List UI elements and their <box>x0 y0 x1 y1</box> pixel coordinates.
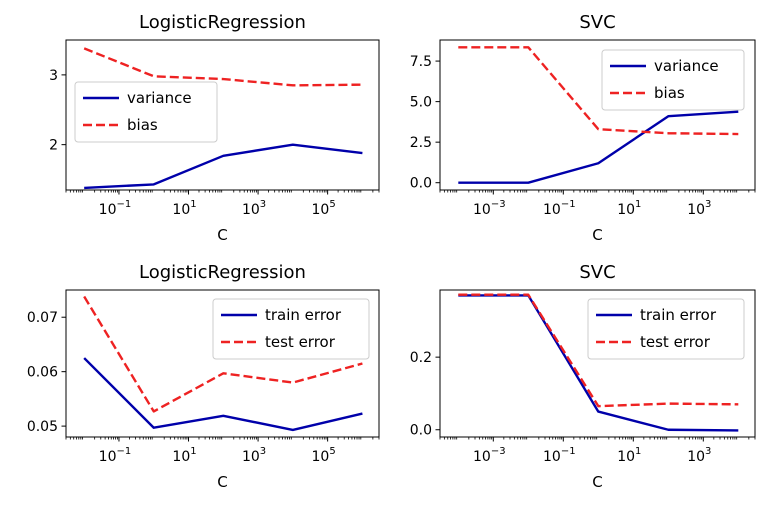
legend-label: variance <box>654 57 719 75</box>
plot-frame <box>439 39 756 191</box>
x-tick-label: 10−3 <box>473 199 506 218</box>
series-line-bias <box>83 47 363 87</box>
x-tick-label: 10−1 <box>543 199 576 218</box>
chart-title: LogisticRegression <box>139 12 306 33</box>
legend-label: train error <box>640 306 717 324</box>
x-tick-label: 105 <box>312 446 336 465</box>
y-tick-label: 0.05 <box>27 419 58 435</box>
legend-label: variance <box>127 89 192 107</box>
x-tick-label: 103 <box>687 446 711 465</box>
y-tick-label: 0.07 <box>27 310 58 326</box>
x-tick-label: 101 <box>172 199 196 218</box>
legend-label: train error <box>265 306 342 324</box>
legend-label: test error <box>640 333 711 351</box>
x-tick-label: 105 <box>312 199 336 218</box>
plot-frame <box>65 39 380 191</box>
x-axis-label: C <box>217 226 227 244</box>
x-tick-label: 101 <box>617 446 641 465</box>
plot-frame <box>439 289 756 438</box>
y-tick-label: 0.0 <box>410 176 432 192</box>
legend: train error test error <box>587 298 745 360</box>
y-tick-label: 3 <box>49 68 58 84</box>
y-tick-label: 2 <box>49 138 58 154</box>
x-tick-label: 101 <box>617 199 641 218</box>
legend-label: test error <box>265 333 336 351</box>
x-tick-label: 103 <box>242 199 266 218</box>
x-tick-label: 101 <box>172 446 196 465</box>
x-tick-label: 103 <box>687 199 711 218</box>
x-axis-label: C <box>217 473 227 491</box>
y-tick-label: 0.06 <box>27 365 58 381</box>
series-line-test-error <box>458 293 739 408</box>
y-tick-label: 2.5 <box>410 135 432 151</box>
series-line-bias <box>458 46 739 136</box>
series-line-variance <box>458 110 739 184</box>
chart-title: LogisticRegression <box>139 262 306 283</box>
series-line-train-error <box>83 357 363 432</box>
legend-label: bias <box>654 84 685 102</box>
legend: variance bias <box>74 81 218 143</box>
series-line-variance <box>84 143 363 190</box>
y-tick-label: 7.5 <box>410 54 432 70</box>
legend: train error test error <box>212 298 370 360</box>
x-axis-label: C <box>592 473 602 491</box>
x-tick-label: 10−1 <box>99 199 132 218</box>
legend: variance bias <box>601 49 745 111</box>
x-tick-label: 103 <box>242 446 266 465</box>
y-tick-label: 0.0 <box>410 423 432 439</box>
chart-panel-1: LogisticRegression 10−1 101 103 105 2 3 Cvarian… <box>49 12 380 244</box>
series-line-test-error <box>83 295 363 413</box>
x-tick-label: 10−1 <box>543 446 576 465</box>
chart-panel-3: LogisticRegression 10−1 101 103 105 0.05 0.06 0… <box>27 262 380 491</box>
x-tick-label: 10−3 <box>473 446 506 465</box>
y-tick-label: 5.0 <box>410 95 432 111</box>
x-tick-label: 10−1 <box>99 446 132 465</box>
legend-label: bias <box>127 116 158 134</box>
x-axis-label: C <box>592 226 602 244</box>
plot-frame <box>65 289 380 438</box>
y-tick-label: 0.2 <box>410 350 432 366</box>
chart-title: SVC <box>579 262 615 283</box>
chart-title: SVC <box>579 12 615 33</box>
